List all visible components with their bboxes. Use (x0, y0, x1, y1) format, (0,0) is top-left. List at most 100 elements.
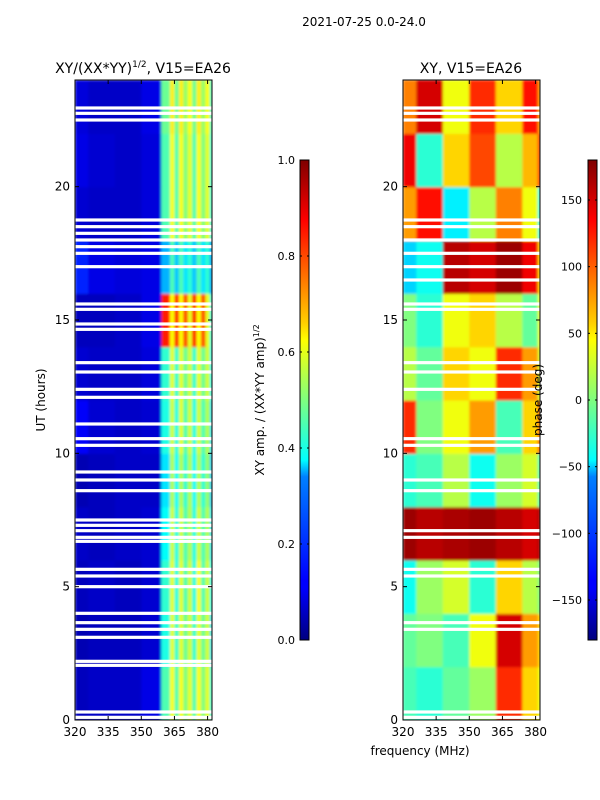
heatmap-cell (75, 666, 89, 720)
heatmap-cell (522, 133, 539, 188)
heatmap-cell (187, 133, 193, 188)
heatmap-cell (170, 506, 176, 561)
data-gap (75, 251, 212, 255)
heatmap-cell (469, 186, 497, 241)
heatmap-cell (205, 133, 211, 188)
heatmap-cell (187, 613, 193, 668)
heatmap-cell (196, 133, 202, 188)
heatmap-cell (416, 346, 444, 401)
colorbar1 (299, 159, 310, 641)
heatmap-cell (75, 293, 89, 348)
heatmap-cell (522, 613, 539, 668)
colorbar-tick-label: 50 (568, 327, 582, 340)
heatmap-cell (192, 613, 198, 668)
heatmap-cell (537, 613, 540, 668)
heatmap-cell (469, 506, 497, 561)
heatmap-cell (403, 133, 417, 188)
data-gap (75, 370, 212, 374)
heatmap-cell (75, 613, 89, 668)
heatmap-cell (174, 346, 180, 401)
heatmap-cell (205, 346, 211, 401)
heatmap-cell (469, 346, 497, 401)
heatmap-cell (183, 293, 189, 348)
data-gap (403, 106, 540, 110)
panel1-title-sup: 1/2 (132, 60, 146, 70)
data-gap (403, 574, 540, 578)
x-tick-label: 350 (130, 725, 153, 739)
colorbar-tick-label: 1.0 (278, 154, 296, 167)
heatmap-cell (537, 346, 540, 401)
heatmap-cell (495, 186, 523, 241)
data-gap (403, 111, 540, 115)
data-gap (75, 327, 212, 331)
heatmap-cell (178, 346, 184, 401)
heatmap-cell (196, 346, 202, 401)
heatmap-cell (88, 293, 116, 348)
data-gap (75, 529, 212, 533)
heatmap-cell (141, 293, 162, 348)
heatmap-cell (442, 346, 470, 401)
heatmap-cell (141, 133, 162, 188)
heatmap-cell (170, 186, 176, 241)
heatmap-cell (183, 400, 189, 454)
data-gap (403, 238, 540, 242)
data-gap (75, 635, 212, 639)
heatmap-cell (170, 346, 176, 401)
heatmap-cell (178, 186, 184, 241)
heatmap-cell (178, 613, 184, 668)
colorbar-tick-label: 0.4 (278, 442, 296, 455)
heatmap-cell (161, 346, 171, 401)
data-gap (75, 422, 212, 426)
data-gap (75, 585, 212, 589)
data-gap (403, 278, 540, 282)
panel1-title: XY/(XX*YY)1/2, V15=EA26 (55, 60, 231, 77)
heatmap-cell (187, 293, 193, 348)
y-tick-label: 15 (55, 313, 70, 327)
data-gap (403, 478, 540, 482)
data-gap (75, 265, 212, 269)
heatmap-cell (161, 186, 171, 241)
data-gap (403, 251, 540, 255)
heatmap-cell (522, 560, 539, 614)
colorbar-tick-label: 150 (561, 194, 582, 207)
data-gap (403, 535, 540, 539)
x-tick-label: 365 (163, 725, 186, 739)
panel2-title: XY, V15=EA26 (420, 61, 522, 77)
data-gap (403, 225, 540, 229)
heatmap-cell (200, 186, 206, 241)
heatmap-cell (192, 293, 198, 348)
heatmap-cell (209, 133, 212, 188)
colorbar1-label-sup: 1/2 (252, 324, 261, 337)
data-gap (75, 322, 212, 326)
heatmap-cell (522, 186, 539, 241)
heatmap-cell (495, 133, 523, 188)
heatmap-cell (196, 400, 202, 454)
heatmap-cell (205, 613, 211, 668)
heatmap-cell (141, 506, 162, 561)
y-tick-label: 10 (383, 446, 398, 460)
data-gap (75, 361, 212, 365)
heatmap-cell (196, 186, 202, 241)
data-gap (75, 574, 212, 578)
figure-suptitle: 2021-07-25 0.0-24.0 (302, 15, 426, 29)
heatmap-cell (170, 293, 176, 348)
data-gap (403, 307, 540, 311)
data-gap (75, 218, 212, 222)
heatmap-cell (200, 506, 206, 561)
heatmap-cell (200, 293, 206, 348)
heatmap-cell (403, 506, 417, 561)
heatmap-cell (403, 186, 417, 241)
heatmap-cell (178, 400, 184, 454)
data-gap (75, 106, 212, 110)
data-gap (75, 437, 212, 441)
panel1-heatmap (75, 80, 212, 720)
heatmap-cell (192, 400, 198, 454)
y-tick-label: 20 (55, 180, 70, 194)
heatmap-cell (183, 346, 189, 401)
data-gap (403, 621, 540, 625)
heatmap-cell (209, 506, 212, 561)
heatmap-cell (469, 133, 497, 188)
heatmap-cell (161, 506, 171, 561)
x-tick-label: 380 (196, 725, 219, 739)
heatmap-cell (192, 186, 198, 241)
